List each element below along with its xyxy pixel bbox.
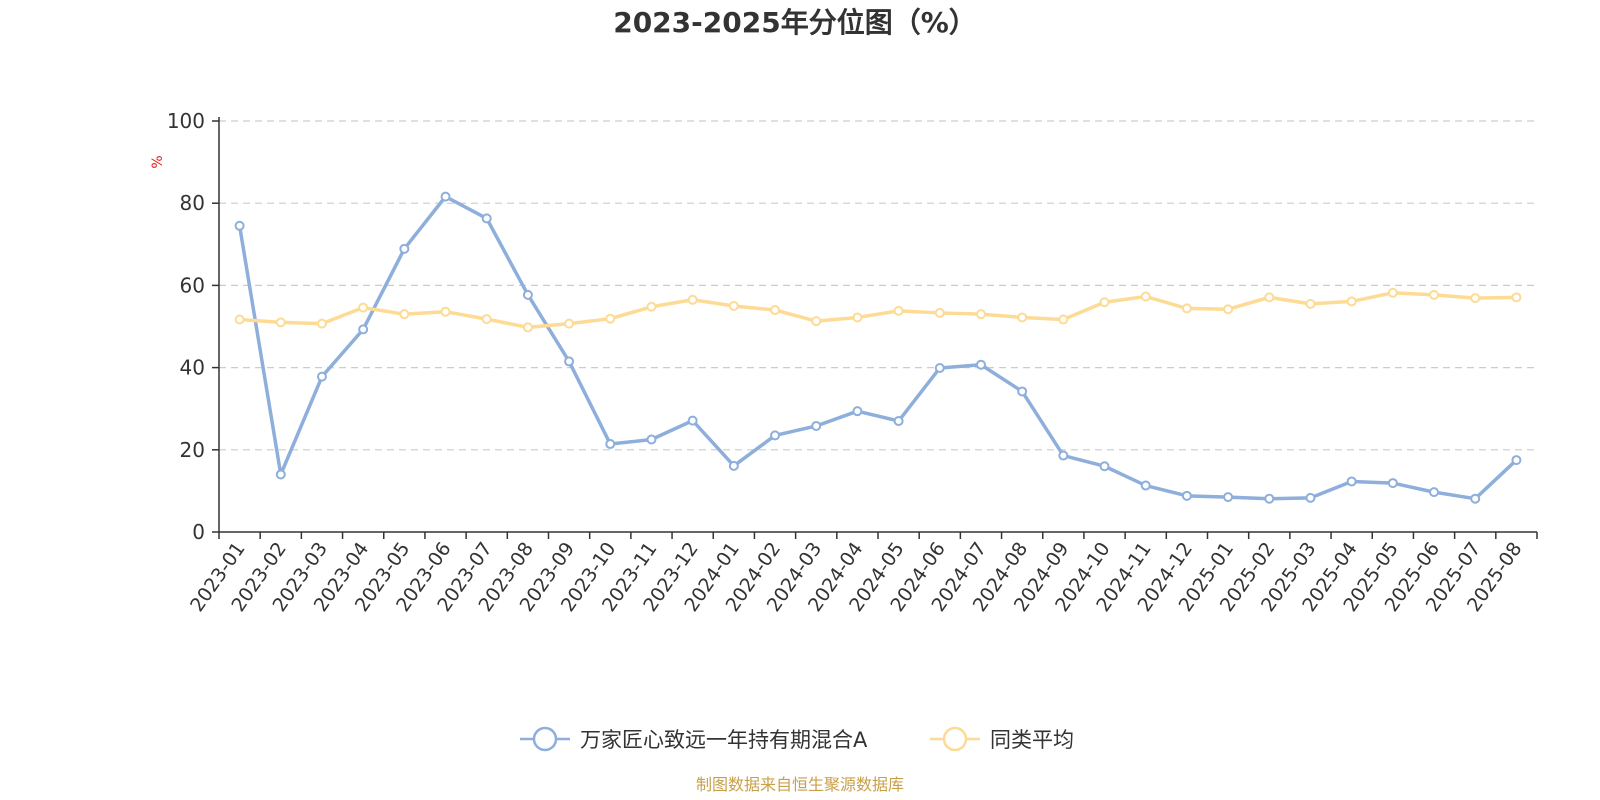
data-point [770, 305, 781, 316]
data-point [1511, 292, 1522, 303]
series-line [237, 194, 1518, 501]
data-point [646, 301, 657, 312]
data-point [1387, 287, 1398, 298]
y-axis-unit: % [150, 155, 166, 168]
data-point [893, 305, 904, 316]
data-point [1017, 312, 1028, 323]
data-point [481, 314, 492, 325]
data-point [316, 318, 327, 329]
x-axis-ticks: 2023-012023-022023-032023-042023-052023-… [186, 538, 1526, 616]
data-point [1058, 450, 1069, 461]
legend-item-1[interactable]: 同类平均 [930, 726, 1074, 752]
data-point [1264, 292, 1275, 303]
data-point [728, 300, 739, 311]
data-point [440, 306, 451, 317]
data-point [564, 318, 575, 329]
data-point [1346, 296, 1357, 307]
data-point [934, 307, 945, 318]
data-point [687, 294, 698, 305]
data-point [275, 469, 286, 480]
y-tick-label: 80 [180, 191, 205, 215]
data-point [687, 415, 698, 426]
data-point [605, 439, 616, 450]
data-point [1140, 291, 1151, 302]
data-point [1223, 492, 1234, 503]
y-tick-label: 40 [180, 356, 205, 380]
legend-item-0[interactable]: 万家匠心致远一年持有期混合A [520, 726, 868, 752]
data-point [1099, 461, 1110, 472]
data-point [399, 243, 410, 254]
data-point [1264, 493, 1275, 504]
data-point [1511, 455, 1522, 466]
data-point [1346, 476, 1357, 487]
data-point [893, 416, 904, 427]
data-point [1058, 314, 1069, 325]
data-point [1099, 297, 1110, 308]
data-point [234, 220, 245, 231]
legend-label: 同类平均 [990, 728, 1074, 752]
series-1 [234, 287, 1522, 333]
data-point [975, 309, 986, 320]
legend-label: 万家匠心致远一年持有期混合A [580, 728, 868, 752]
data-point [852, 406, 863, 417]
legend[interactable]: 万家匠心致远一年持有期混合A 同类平均 [520, 726, 1074, 752]
data-point [522, 289, 533, 300]
data-point [811, 316, 822, 327]
data-point [564, 356, 575, 367]
y-axis-ticks: 0 20 40 60 80 100 [167, 109, 205, 544]
series-layer [234, 191, 1522, 504]
data-point [728, 460, 739, 471]
source-note: 制图数据来自恒生聚源数据库 [696, 775, 904, 794]
data-point [934, 363, 945, 374]
y-tick-label: 20 [180, 438, 205, 462]
data-point [811, 420, 822, 431]
axes [212, 117, 1538, 539]
data-point [316, 371, 327, 382]
y-tick-label: 0 [192, 520, 205, 544]
data-point [1140, 480, 1151, 491]
data-point [852, 312, 863, 323]
data-point [399, 309, 410, 320]
data-point [275, 317, 286, 328]
data-point [1017, 386, 1028, 397]
data-point [481, 213, 492, 224]
legend-marker [942, 726, 968, 752]
data-point [1223, 304, 1234, 315]
data-point [1470, 493, 1481, 504]
data-point [234, 314, 245, 325]
data-point [1305, 492, 1316, 503]
data-point [1470, 293, 1481, 304]
data-point [440, 191, 451, 202]
chart-title: 2023-2025年分位图（%） [613, 6, 977, 39]
data-point [605, 313, 616, 324]
data-point [646, 434, 657, 445]
data-point [358, 302, 369, 313]
data-point [1305, 298, 1316, 309]
y-tick-label: 60 [180, 273, 205, 297]
data-point [975, 359, 986, 370]
series-0 [234, 191, 1522, 504]
y-tick-label: 100 [167, 109, 205, 133]
legend-marker [532, 726, 558, 752]
data-point [1387, 478, 1398, 489]
data-point [1429, 487, 1440, 498]
data-point [770, 430, 781, 441]
data-point [1181, 490, 1192, 501]
series-line [239, 291, 1517, 330]
data-point [1429, 289, 1440, 300]
data-point [522, 322, 533, 333]
grid-lines [219, 120, 1537, 451]
data-point [1181, 303, 1192, 314]
data-point [358, 324, 369, 335]
